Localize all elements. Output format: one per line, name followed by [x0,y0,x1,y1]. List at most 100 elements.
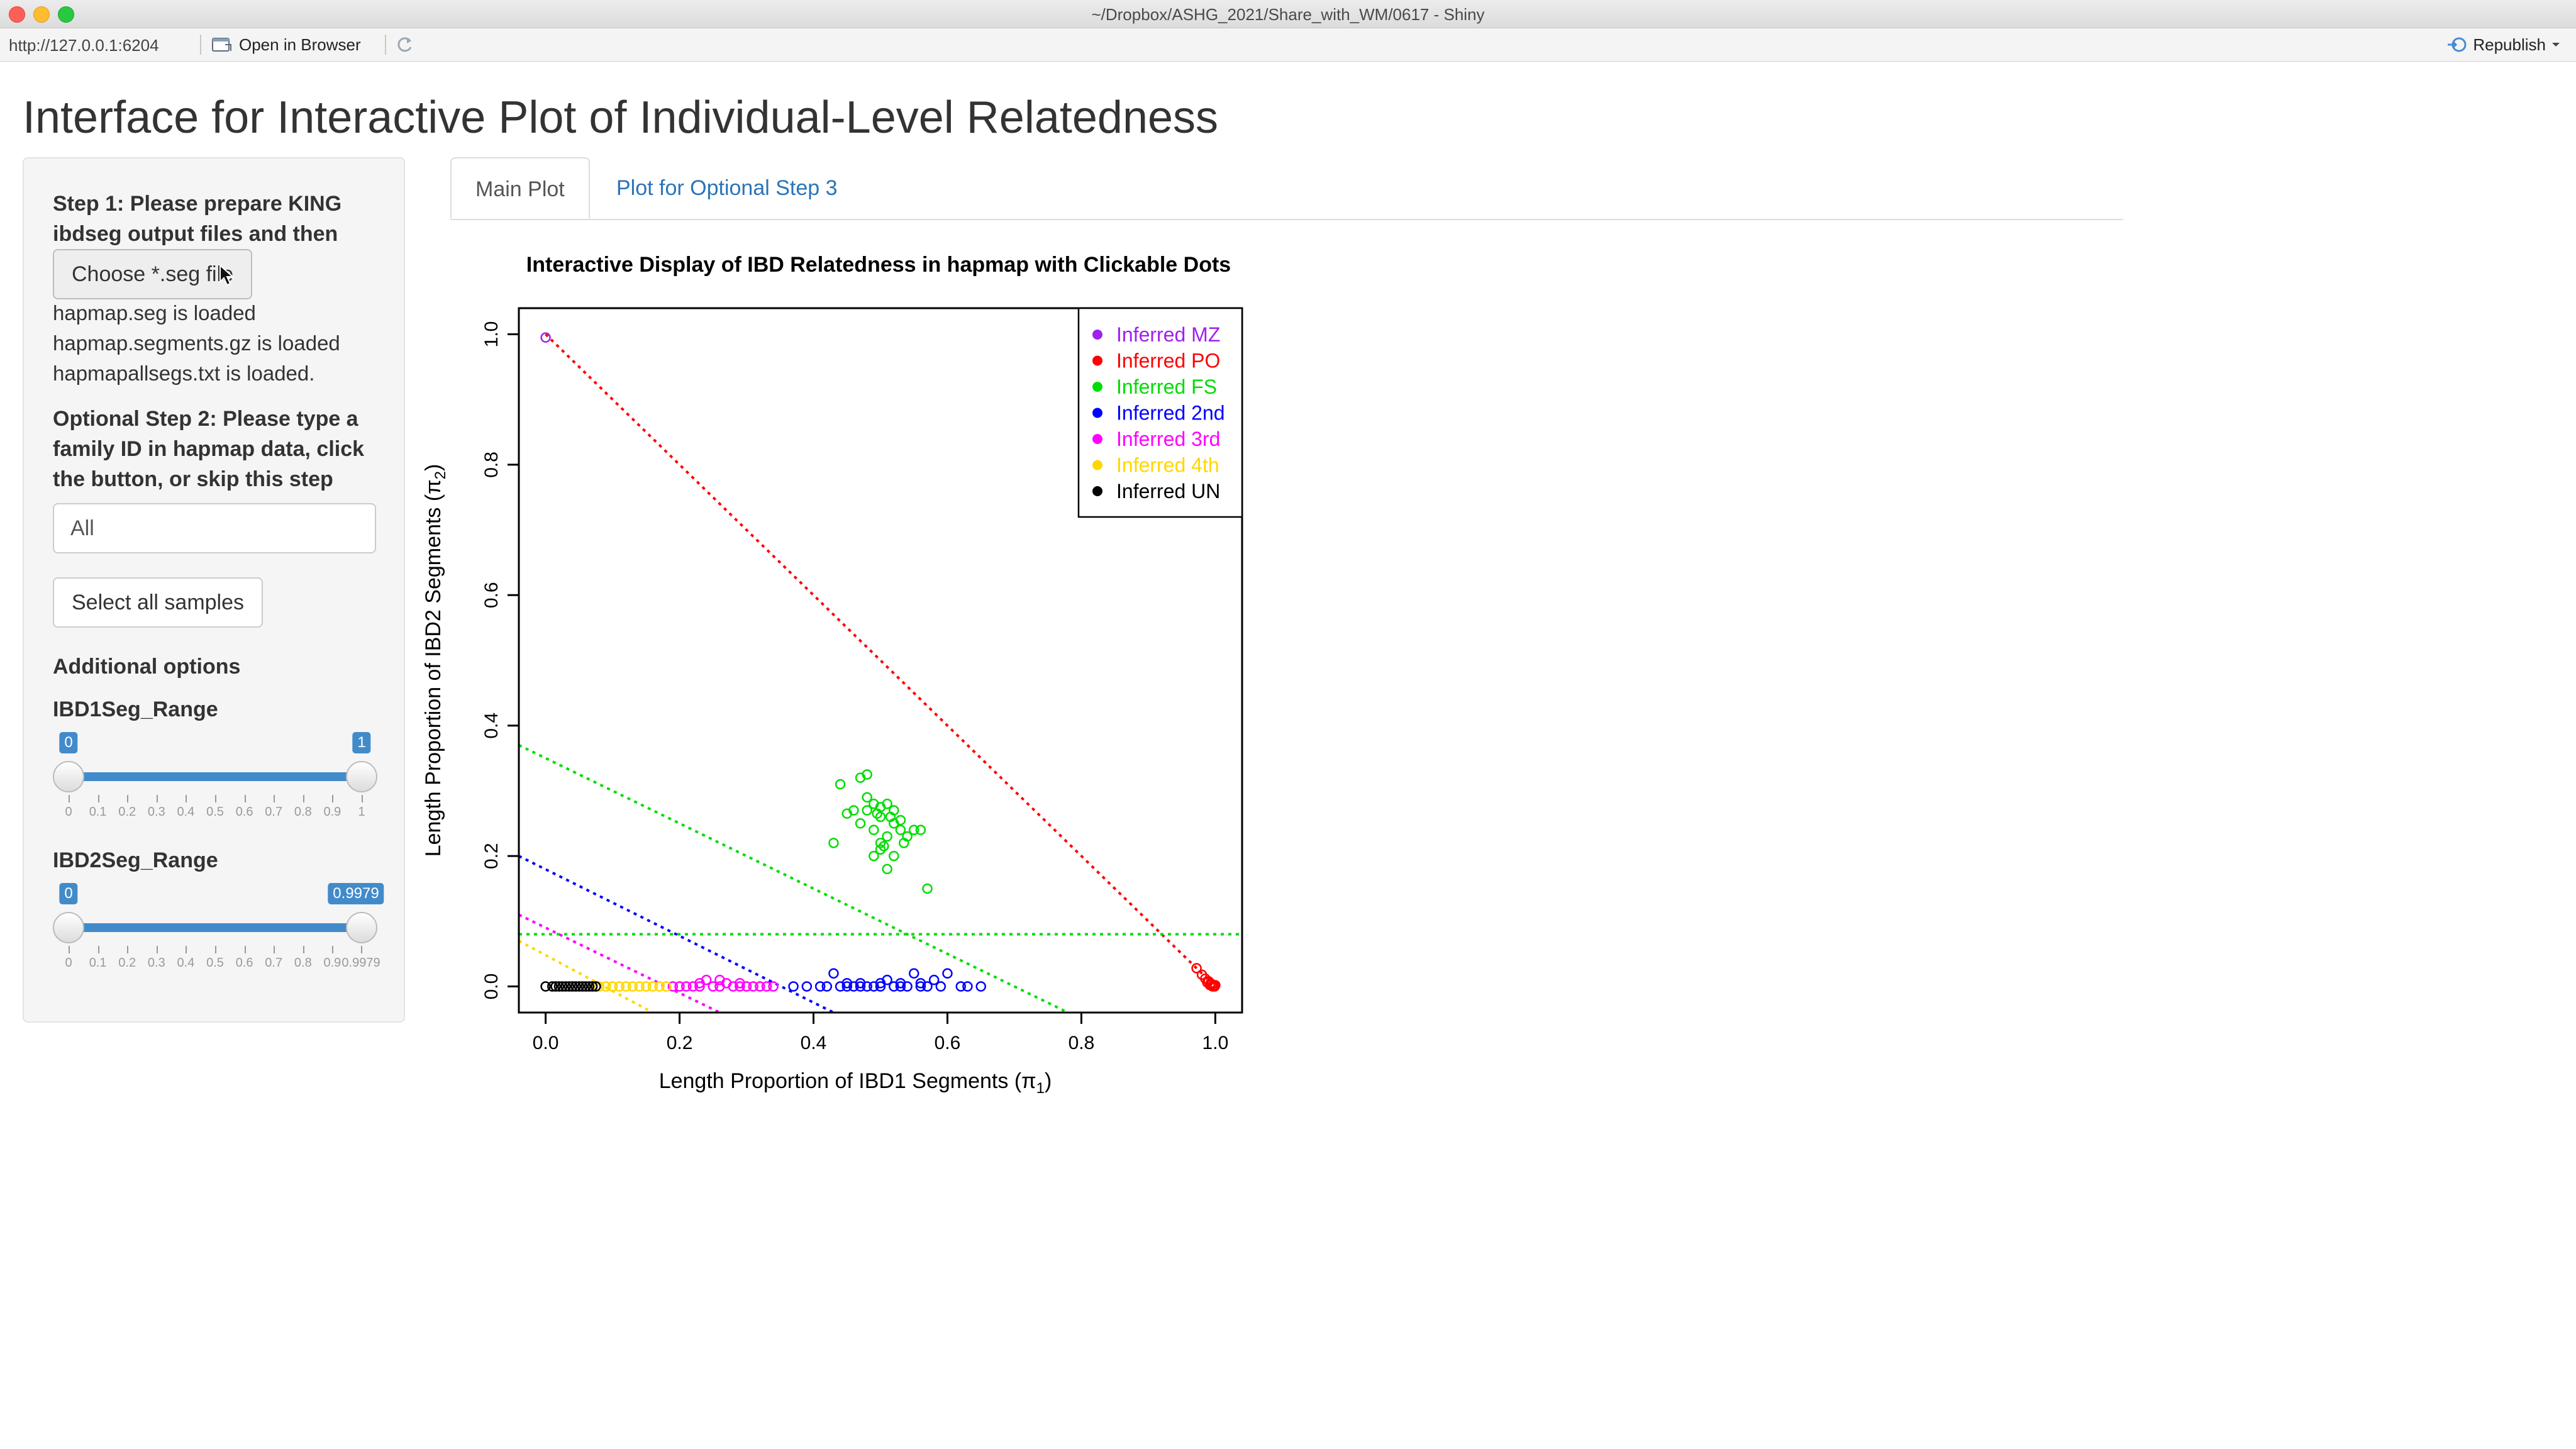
data-point[interactable] [855,978,866,989]
choose-file-button[interactable]: Choose *.seg file [53,249,253,299]
data-point[interactable] [841,981,853,992]
data-point[interactable] [869,824,879,835]
data-point[interactable] [875,981,886,992]
data-point[interactable] [1204,980,1216,991]
data-point[interactable] [899,838,909,848]
data-point[interactable] [895,981,906,992]
data-point[interactable] [577,981,588,992]
data-point[interactable] [935,981,947,992]
ibd-scatter-plot[interactable]: Interactive Display of IBD Relatedness i… [415,239,1258,1119]
data-point[interactable] [680,981,692,992]
data-point[interactable] [694,978,705,989]
data-point[interactable] [634,981,645,992]
data-point[interactable] [550,981,561,992]
refresh-icon[interactable] [395,35,414,54]
data-point[interactable] [694,981,705,992]
data-point[interactable] [855,981,866,992]
data-point[interactable] [674,981,685,992]
slider-min-handle[interactable] [53,912,84,943]
data-point[interactable] [855,818,866,829]
data-point[interactable] [885,811,896,823]
data-point[interactable] [714,974,725,985]
data-point[interactable] [908,968,919,979]
tab-main-plot[interactable]: Main Plot [450,157,590,219]
data-point[interactable] [661,981,672,992]
data-point[interactable] [872,808,882,819]
data-point[interactable] [627,981,638,992]
data-point[interactable] [584,981,595,992]
data-point[interactable] [768,981,779,992]
data-point[interactable] [955,981,967,992]
data-point[interactable] [748,981,758,992]
republish-button[interactable]: Republish [2446,35,2561,55]
data-point[interactable] [814,981,826,992]
data-point[interactable] [547,981,558,992]
data-point[interactable] [788,981,799,992]
data-point[interactable] [862,805,872,816]
data-point[interactable] [875,838,886,848]
select-all-samples-button[interactable]: Select all samples [53,577,264,628]
data-point[interactable] [879,841,889,852]
data-point[interactable] [801,981,813,992]
data-point[interactable] [862,792,872,803]
data-point[interactable] [641,981,652,992]
data-point[interactable] [975,981,986,992]
data-point[interactable] [591,981,601,992]
data-point[interactable] [895,814,906,826]
slider-min-handle[interactable] [53,761,84,792]
data-point[interactable] [1191,963,1202,974]
slider-max-handle[interactable] [346,761,377,792]
data-point[interactable] [540,981,551,992]
data-point[interactable] [553,981,565,992]
data-point[interactable] [869,850,879,862]
data-point[interactable] [895,978,906,989]
data-point[interactable] [594,981,605,992]
data-point[interactable] [755,981,765,992]
data-point[interactable] [735,981,745,992]
data-point[interactable] [564,981,575,992]
data-point[interactable] [875,811,886,823]
data-point[interactable] [915,824,926,835]
data-point[interactable] [835,779,846,790]
data-point[interactable] [828,968,839,979]
data-point[interactable] [828,838,839,848]
data-point[interactable] [761,981,772,992]
ibd2-range-slider[interactable]: 0 0.9979 0 0.1 0.2 0.3 0.4 0.5 0.6 0.7 0.8 0.9 0.9… [53,883,384,970]
data-point[interactable] [862,769,872,780]
data-point[interactable] [540,332,551,343]
data-point[interactable] [875,978,886,989]
data-point[interactable] [848,805,859,816]
data-point[interactable] [654,981,665,992]
data-point[interactable] [915,981,926,992]
data-point[interactable] [601,981,611,992]
data-point[interactable] [841,978,853,989]
data-point[interactable] [580,981,591,992]
window-minimize-button[interactable] [33,6,50,23]
data-point[interactable] [735,978,745,989]
data-point[interactable] [574,981,585,992]
data-point[interactable] [895,824,906,835]
ibd1-range-slider[interactable]: 0 1 0 0.1 0.2 0.3 0.4 0.5 0.6 0.7 0.8 0.9 1 [53,732,377,819]
slider-max-handle[interactable] [346,912,377,943]
data-point[interactable] [882,831,892,842]
data-point[interactable] [922,883,933,894]
data-point[interactable] [607,981,618,992]
data-point[interactable] [708,981,719,992]
data-point[interactable] [821,981,833,992]
tab-plot-optional-step3[interactable]: Plot for Optional Step 3 [616,176,838,200]
family-id-input[interactable] [53,503,376,553]
data-point[interactable] [557,981,568,992]
data-point[interactable] [647,981,658,992]
data-point[interactable] [621,981,631,992]
data-point[interactable] [882,863,892,875]
data-point[interactable] [567,981,578,992]
data-point[interactable] [560,981,571,992]
data-point[interactable] [570,981,581,992]
data-point[interactable] [667,981,679,992]
data-point[interactable] [587,981,598,992]
data-point[interactable] [928,974,940,985]
window-maximize-button[interactable] [58,6,74,23]
data-point[interactable] [614,981,625,992]
data-point[interactable] [875,844,886,855]
data-point[interactable] [915,978,926,989]
